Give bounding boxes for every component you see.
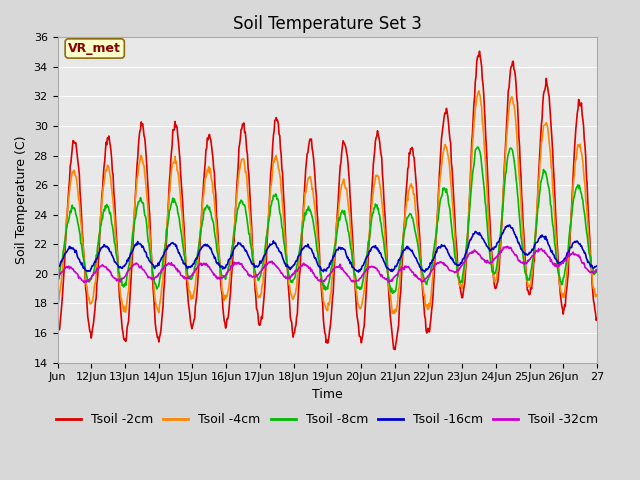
Tsoil -8cm	[54, 275, 61, 280]
Tsoil -2cm	[117, 309, 125, 315]
Tsoil -2cm	[54, 326, 61, 332]
Tsoil -2cm	[243, 147, 250, 153]
Tsoil -32cm	[54, 276, 61, 281]
Tsoil -8cm	[383, 262, 390, 268]
Tsoil -2cm	[476, 48, 483, 54]
Tsoil -16cm	[263, 247, 271, 252]
Tsoil -4cm	[243, 174, 250, 180]
Line: Tsoil -2cm: Tsoil -2cm	[58, 51, 597, 349]
Tsoil -32cm	[81, 280, 88, 286]
Line: Tsoil -16cm: Tsoil -16cm	[58, 225, 597, 272]
Tsoil -4cm	[54, 300, 61, 305]
Tsoil -16cm	[506, 222, 513, 228]
Tsoil -16cm	[117, 264, 125, 270]
Line: Tsoil -8cm: Tsoil -8cm	[58, 147, 597, 293]
Tsoil -32cm	[244, 269, 252, 275]
Tsoil -4cm	[383, 255, 390, 261]
Tsoil -2cm	[263, 238, 271, 243]
Tsoil -16cm	[414, 259, 422, 265]
Tsoil -16cm	[593, 263, 601, 269]
Tsoil -32cm	[593, 268, 601, 274]
Tsoil -8cm	[474, 144, 482, 150]
Tsoil -2cm	[216, 266, 224, 272]
Tsoil -4cm	[475, 88, 483, 94]
Legend: Tsoil -2cm, Tsoil -4cm, Tsoil -8cm, Tsoil -16cm, Tsoil -32cm: Tsoil -2cm, Tsoil -4cm, Tsoil -8cm, Tsoi…	[51, 408, 604, 431]
Tsoil -4cm	[263, 229, 271, 235]
Tsoil -2cm	[414, 203, 422, 208]
Tsoil -8cm	[414, 240, 422, 246]
Title: Soil Temperature Set 3: Soil Temperature Set 3	[233, 15, 422, 33]
Tsoil -16cm	[54, 265, 61, 271]
Tsoil -4cm	[414, 227, 422, 232]
Y-axis label: Soil Temperature (C): Soil Temperature (C)	[15, 136, 28, 264]
Line: Tsoil -32cm: Tsoil -32cm	[58, 246, 597, 283]
Tsoil -16cm	[355, 269, 362, 275]
Tsoil -4cm	[593, 292, 601, 298]
Tsoil -8cm	[117, 279, 125, 285]
Tsoil -16cm	[383, 265, 391, 271]
Tsoil -8cm	[216, 264, 224, 270]
Tsoil -4cm	[216, 265, 224, 271]
Tsoil -2cm	[383, 249, 390, 254]
Tsoil -32cm	[383, 276, 391, 281]
Tsoil -8cm	[243, 214, 250, 220]
Tsoil -4cm	[117, 295, 125, 300]
Tsoil -4cm	[390, 311, 398, 316]
Tsoil -8cm	[593, 269, 601, 275]
Tsoil -8cm	[263, 232, 271, 238]
Line: Tsoil -4cm: Tsoil -4cm	[58, 91, 597, 313]
X-axis label: Time: Time	[312, 388, 342, 401]
Tsoil -32cm	[217, 275, 225, 280]
Tsoil -32cm	[414, 275, 422, 281]
Tsoil -16cm	[243, 249, 250, 255]
Tsoil -16cm	[216, 264, 224, 270]
Text: VR_met: VR_met	[68, 42, 121, 55]
Tsoil -32cm	[264, 261, 271, 266]
Tsoil -2cm	[391, 347, 399, 352]
Tsoil -8cm	[388, 290, 396, 296]
Tsoil -32cm	[504, 243, 511, 249]
Tsoil -32cm	[118, 276, 125, 282]
Tsoil -2cm	[593, 315, 601, 321]
